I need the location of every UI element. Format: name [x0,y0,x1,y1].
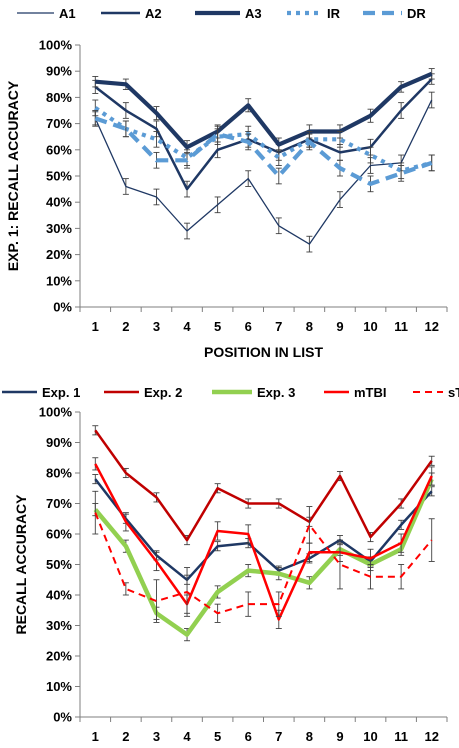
x-tick-label: 4 [183,319,191,334]
x-tick-label: 4 [183,729,191,744]
x-tick-label: 9 [336,319,343,334]
y-tick-label: 40% [46,588,72,603]
y-tick-label: 90% [46,64,72,79]
series-line [93,478,434,637]
y-tick-label: 50% [46,557,72,572]
y-tick-label: 30% [46,618,72,633]
series-ir [92,99,435,180]
y-tick-label: 10% [46,679,72,694]
legend: A1 A2 A3 IR DR [17,6,426,21]
legend-label: A2 [145,6,162,21]
legend-label: DR [407,6,426,21]
x-tick-label: 3 [153,319,160,334]
y-tick-label: 20% [46,247,72,262]
x-tick-label: 8 [306,319,313,334]
series-line [94,106,433,173]
x-tick-label: 3 [153,729,160,744]
series-a3 [92,68,435,155]
x-tick-label: 11 [394,319,408,334]
y-tick-label: 50% [46,169,72,184]
x-tick-label: 12 [424,319,438,334]
legend-label: Exp. 1 [42,385,80,400]
y-tick-label: 80% [46,90,72,105]
x-tick-label: 1 [92,319,99,334]
y-tick-label: 80% [46,466,72,481]
series-line [94,116,433,186]
x-tick-label: 6 [245,319,252,334]
y-tick-label: 60% [46,527,72,542]
x-tick-label: 5 [214,319,221,334]
x-tick-label: 2 [122,319,129,334]
legend-label: Exp. 2 [144,385,182,400]
y-tick-label: 30% [46,221,72,236]
y-tick-label: 70% [46,496,72,511]
y-tick-label: 100% [39,38,73,53]
x-tick-label: 5 [214,729,221,744]
x-tick-label: 11 [394,729,408,744]
series-line [94,99,433,245]
y-tick-label: 0% [53,710,72,725]
x-tick-label: 8 [306,729,313,744]
y-tick-label: 40% [46,195,72,210]
legend-label: IR [327,6,341,21]
series-mtbi [92,457,435,629]
y-tick-label: 60% [46,142,72,157]
x-axis-title: POSITION IN LIST [204,344,323,360]
series-a1 [92,91,435,253]
legend-label: A1 [59,6,76,21]
series-line [94,512,433,615]
series-stbi [92,490,435,623]
legend: Exp. 1 Exp. 2 Exp. 3 mTBI sTBI [2,385,459,400]
x-tick-label: 1 [92,729,99,744]
legend-label: A3 [245,6,262,21]
y-tick-label: 70% [46,116,72,131]
y-tick-label: 0% [53,300,72,315]
legend-label: Exp. 3 [257,385,295,400]
series-line [94,478,433,582]
y-tick-label: 100% [39,405,73,420]
x-tick-label: 7 [275,729,282,744]
x-tick-label: 6 [245,729,252,744]
y-axis-title: EXP. 1: RECALL ACCURACY [5,80,21,271]
y-axis-title: RECALL ACCURACY [13,494,29,635]
y-tick-label: 20% [46,649,72,664]
x-tick-label: 10 [363,729,377,744]
series-line [95,71,433,150]
x-tick-label: 7 [275,319,282,334]
chart-recall-accuracy-comparison: 0%10%20%30%40%50%60%70%80%90%100%1 2 3 4 5 6 7… [2,385,459,744]
series-dr [92,110,435,193]
series-line [94,429,433,542]
series-exp-1 [92,474,435,585]
legend-label: sTBI [448,385,459,400]
y-tick-label: 10% [46,273,72,288]
legend-label: mTBI [354,385,387,400]
x-tick-label: 12 [424,729,438,744]
y-tick-label: 90% [46,435,72,450]
series-line [94,463,433,621]
series-exp-2 [92,425,435,546]
chart-exp1-recall-accuracy: 0%10%20%30%40%50%60%70%80%90%100%1 2 3 4 5 6 7… [5,6,448,360]
x-tick-label: 2 [122,729,129,744]
x-tick-label: 9 [336,729,343,744]
x-tick-label: 10 [363,319,377,334]
